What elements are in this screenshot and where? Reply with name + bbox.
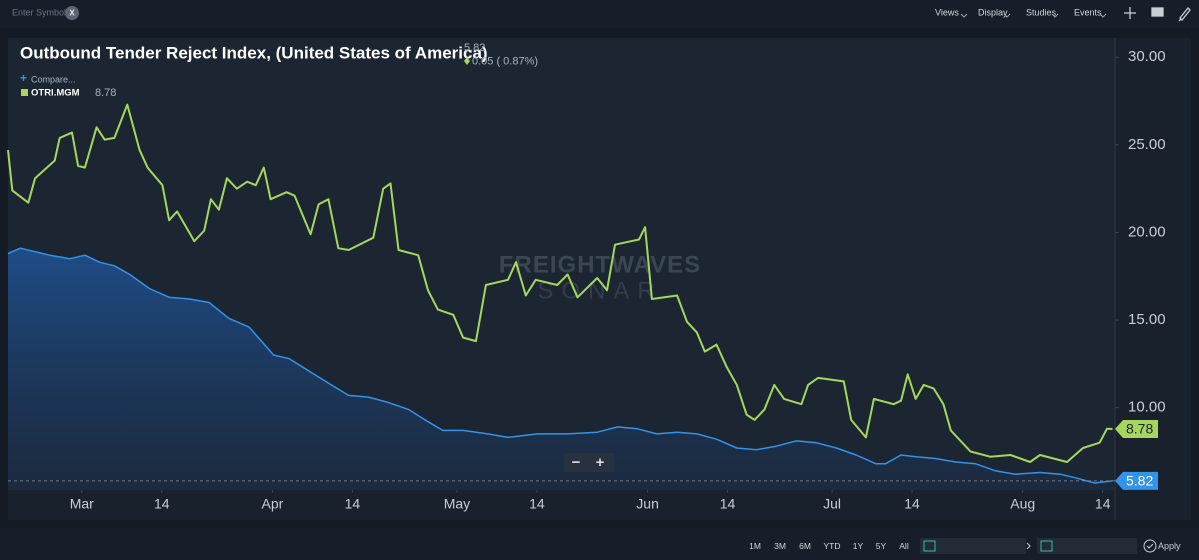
range-button[interactable]: 6M [799,541,811,551]
apply-check [1146,543,1154,549]
y-tick-label: 25.00 [1128,136,1166,153]
range-button[interactable]: 5Y [876,541,887,551]
end-date-input[interactable] [1037,538,1137,554]
y-tick-label: 10.00 [1128,399,1166,416]
header-change: 0.05 ( 0.87%) [472,55,538,67]
range-button[interactable]: 1M [749,541,761,551]
x-tick-label: Apr [262,496,284,512]
y-tick-label: 30.00 [1128,48,1166,65]
range-button[interactable]: 3M [774,541,786,551]
x-tick-label: 14 [529,496,545,512]
zoom-out[interactable]: − [572,454,581,471]
x-axis-area [8,490,1115,520]
header-value: 5.82 [464,42,485,54]
apply-icon [1143,539,1157,553]
calendar-icon [1040,540,1053,552]
x-tick-label: Jun [636,496,659,512]
x-tick-label: 14 [1095,496,1111,512]
last-value-label: 8.78 [1126,421,1153,437]
menu-caret [1051,13,1059,18]
x-tick-label: Aug [1010,496,1035,512]
x-tick-label: 14 [720,496,736,512]
chart-title: Outbound Tender Reject Index, (United St… [20,43,488,62]
draw-icon[interactable] [1178,7,1191,22]
menu-caret [960,13,968,18]
toolbar-icons [1124,7,1191,22]
clear-button[interactable] [65,6,79,20]
symbol-input[interactable]: Enter Symbol [12,7,66,17]
compare-link[interactable]: Compare... [31,74,76,84]
top-bar [0,0,1199,28]
range-arrow [1026,542,1031,550]
legend-swatch [21,89,28,96]
compare-plus: + [20,71,27,85]
series-line [7,103,1113,463]
x-tick-label: Mar [70,496,94,512]
y-axis-area [1115,38,1191,520]
x-tick-label: 14 [154,496,170,512]
clear-label: X [69,9,75,18]
series-area [8,248,1113,490]
x-tick-label: 14 [904,496,920,512]
change-icon [464,57,470,65]
menu-item[interactable]: Views [935,7,959,17]
range-button[interactable]: YTD [824,541,841,551]
start-date-input[interactable] [920,538,1026,554]
calendar-icon [923,540,936,552]
menu-caret [1099,13,1107,18]
x-tick-label: May [444,496,470,512]
legend-label: OTRI.MGM [31,88,80,99]
last-value-label: 5.82 [1126,473,1153,489]
menu-item[interactable]: Display [978,7,1008,17]
last-value-badge [1115,420,1158,439]
y-tick-label: 20.00 [1128,223,1166,240]
x-tick-label: Jul [823,496,841,512]
zoom-box [564,453,614,472]
zoom-in[interactable]: + [596,454,605,471]
series-line [7,247,1113,484]
menu-item[interactable]: Events [1074,7,1102,17]
comment-icon[interactable] [1151,7,1164,17]
x-tick-label: 14 [345,496,361,512]
watermark: SONAR [537,277,662,304]
range-button[interactable]: 1Y [853,541,864,551]
watermark: FREIGHTWAVES [499,251,701,278]
apply-button[interactable]: Apply [1158,541,1181,551]
range-button[interactable]: All [899,541,909,551]
last-value-badge [1115,471,1158,490]
menu-caret [1003,13,1011,18]
y-tick-label: 15.00 [1128,311,1166,328]
legend-value: 8.78 [95,87,116,99]
menu-item[interactable]: Studies [1026,7,1057,17]
